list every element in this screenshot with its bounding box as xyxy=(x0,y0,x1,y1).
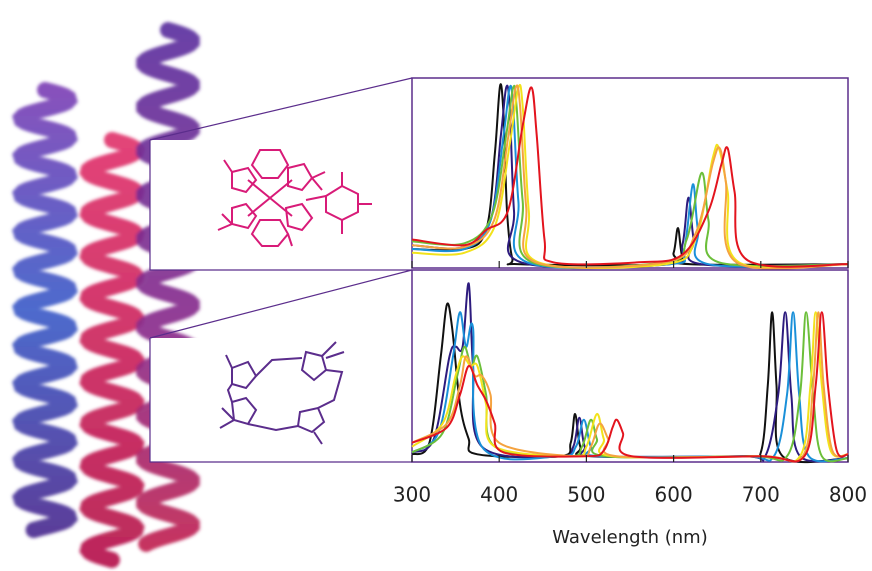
x-tick-label: 600 xyxy=(655,483,693,507)
spectrum-line xyxy=(412,87,848,266)
figure: 300 400 500 600 700 800 Wavelength (nm) xyxy=(0,0,872,571)
x-tick-label: 300 xyxy=(393,483,431,507)
plot-area: 300 400 500 600 700 800 Wavelength (nm) xyxy=(393,78,867,548)
x-axis-label: Wavelength (nm) xyxy=(552,527,708,548)
x-tick-label: 800 xyxy=(829,483,867,507)
spectrum-line xyxy=(412,86,848,268)
helix-illustration xyxy=(21,30,192,560)
helix xyxy=(144,30,192,544)
x-tick-label: 400 xyxy=(480,483,518,507)
helix xyxy=(21,90,69,530)
x-tick-label: 500 xyxy=(567,483,605,507)
spectrum-line xyxy=(412,85,848,268)
helix xyxy=(88,140,136,560)
x-tick-label: 700 xyxy=(742,483,780,507)
